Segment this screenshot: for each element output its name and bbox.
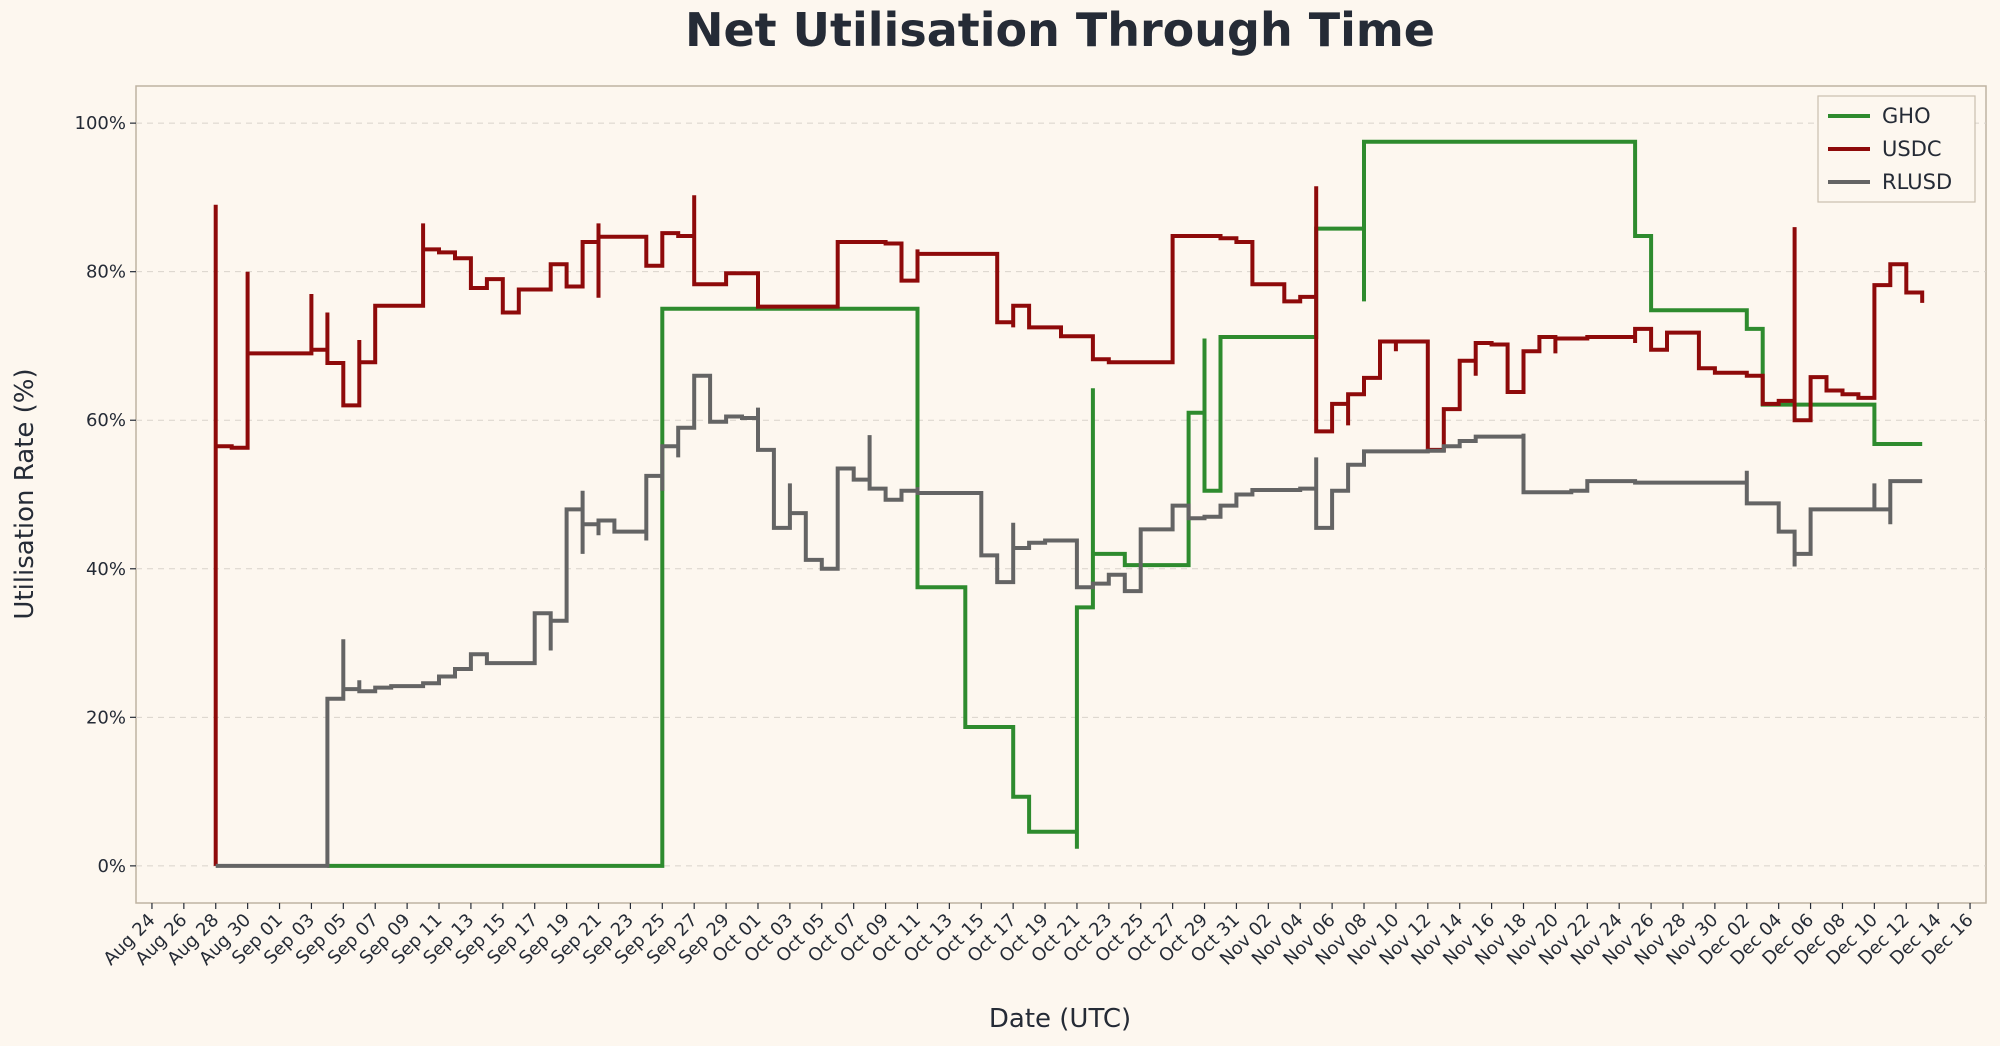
legend-label-usdc: USDC bbox=[1882, 137, 1942, 161]
y-axis: 0% 20% 40% 60% 80% 100% bbox=[75, 113, 136, 877]
x-axis-label: Date (UTC) bbox=[989, 1004, 1131, 1034]
y-tick-label: 40% bbox=[86, 559, 126, 580]
y-tick-label: 0% bbox=[97, 856, 126, 877]
y-tick-label: 60% bbox=[86, 410, 126, 431]
legend-label-gho: GHO bbox=[1882, 104, 1931, 128]
y-axis-label: Utilisation Rate (%) bbox=[10, 368, 40, 619]
series-lines bbox=[213, 139, 1925, 868]
series-line-rlusd bbox=[215, 373, 1923, 868]
legend: GHO USDC RLUSD bbox=[1817, 95, 1976, 203]
y-tick-label: 100% bbox=[75, 113, 126, 134]
series-line-gho bbox=[327, 139, 1923, 868]
y-tick-label: 80% bbox=[86, 262, 126, 283]
series-line-usdc bbox=[213, 186, 1925, 866]
plot-area bbox=[135, 85, 1987, 904]
chart-title: Net Utilisation Through Time bbox=[685, 3, 1435, 57]
y-tick-label: 20% bbox=[86, 707, 126, 728]
legend-label-rlusd: RLUSD bbox=[1882, 170, 1952, 194]
